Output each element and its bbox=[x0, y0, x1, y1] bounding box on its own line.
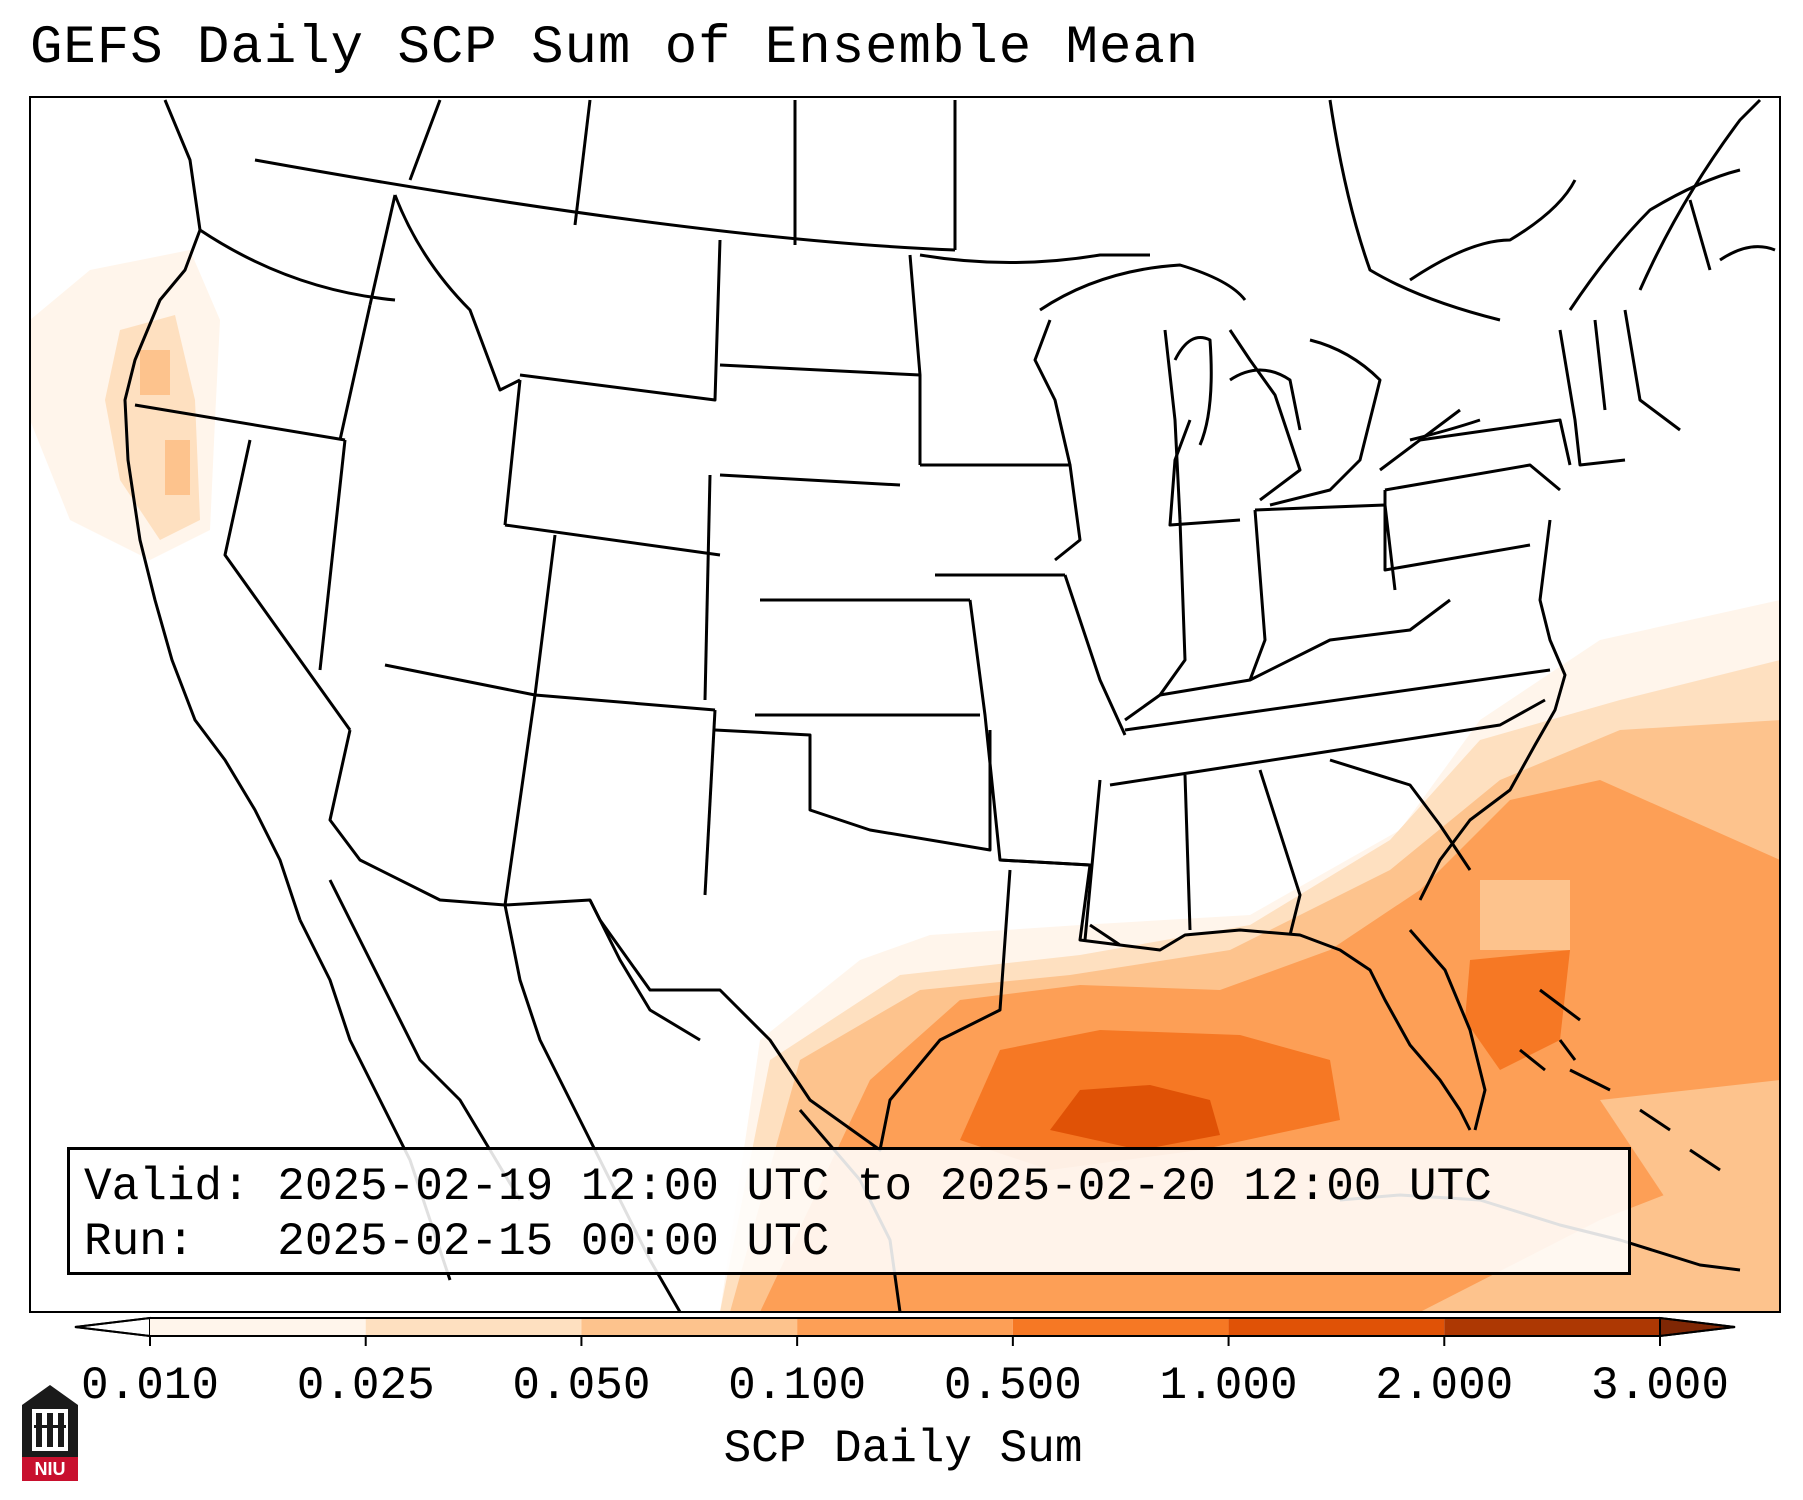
valid-time-text: Valid: 2025-02-19 12:00 UTC to 2025-02-2… bbox=[84, 1161, 1492, 1213]
colorbar-tick-label: 0.500 bbox=[943, 1360, 1082, 1412]
colorbar-segment bbox=[1444, 1318, 1660, 1336]
colorbar-tick-label: 0.050 bbox=[512, 1360, 651, 1412]
colorbar-segment bbox=[1228, 1318, 1445, 1336]
colorbar-tick-label: 0.010 bbox=[80, 1360, 220, 1412]
colorbar-tick-label: 2.000 bbox=[1375, 1360, 1514, 1412]
run-time-text: Run: 2025-02-15 00:00 UTC bbox=[84, 1216, 830, 1268]
colorbar-over-arrow bbox=[1659, 1316, 1736, 1338]
map-frame bbox=[29, 96, 1781, 1313]
colorbar-tick-label: 1.000 bbox=[1159, 1360, 1298, 1412]
niu-logo: NIU bbox=[22, 1385, 78, 1481]
colorbar-segment bbox=[365, 1318, 582, 1336]
info-box: Valid: 2025-02-19 12:00 UTC to 2025-02-2… bbox=[67, 1147, 1631, 1275]
colorbar-segment bbox=[797, 1318, 1013, 1336]
map-title: GEFS Daily SCP Sum of Ensemble Mean bbox=[30, 18, 1200, 79]
colorbar-segment bbox=[150, 1318, 366, 1336]
colorbar-segment bbox=[1012, 1318, 1229, 1336]
colorbar-segment bbox=[581, 1318, 798, 1336]
colorbar bbox=[74, 1316, 1736, 1346]
university-building-icon bbox=[22, 1385, 78, 1457]
colorbar-tick-label: 0.100 bbox=[728, 1360, 867, 1412]
colorbar-under-arrow bbox=[74, 1316, 151, 1338]
logo-text: NIU bbox=[22, 1457, 78, 1481]
colorbar-label: SCP Daily Sum bbox=[723, 1423, 1083, 1475]
colorbar-tick-label: 0.025 bbox=[296, 1360, 435, 1412]
state-boundaries bbox=[123, 98, 1776, 1312]
colorbar-tick-label: 3.000 bbox=[1590, 1360, 1730, 1412]
